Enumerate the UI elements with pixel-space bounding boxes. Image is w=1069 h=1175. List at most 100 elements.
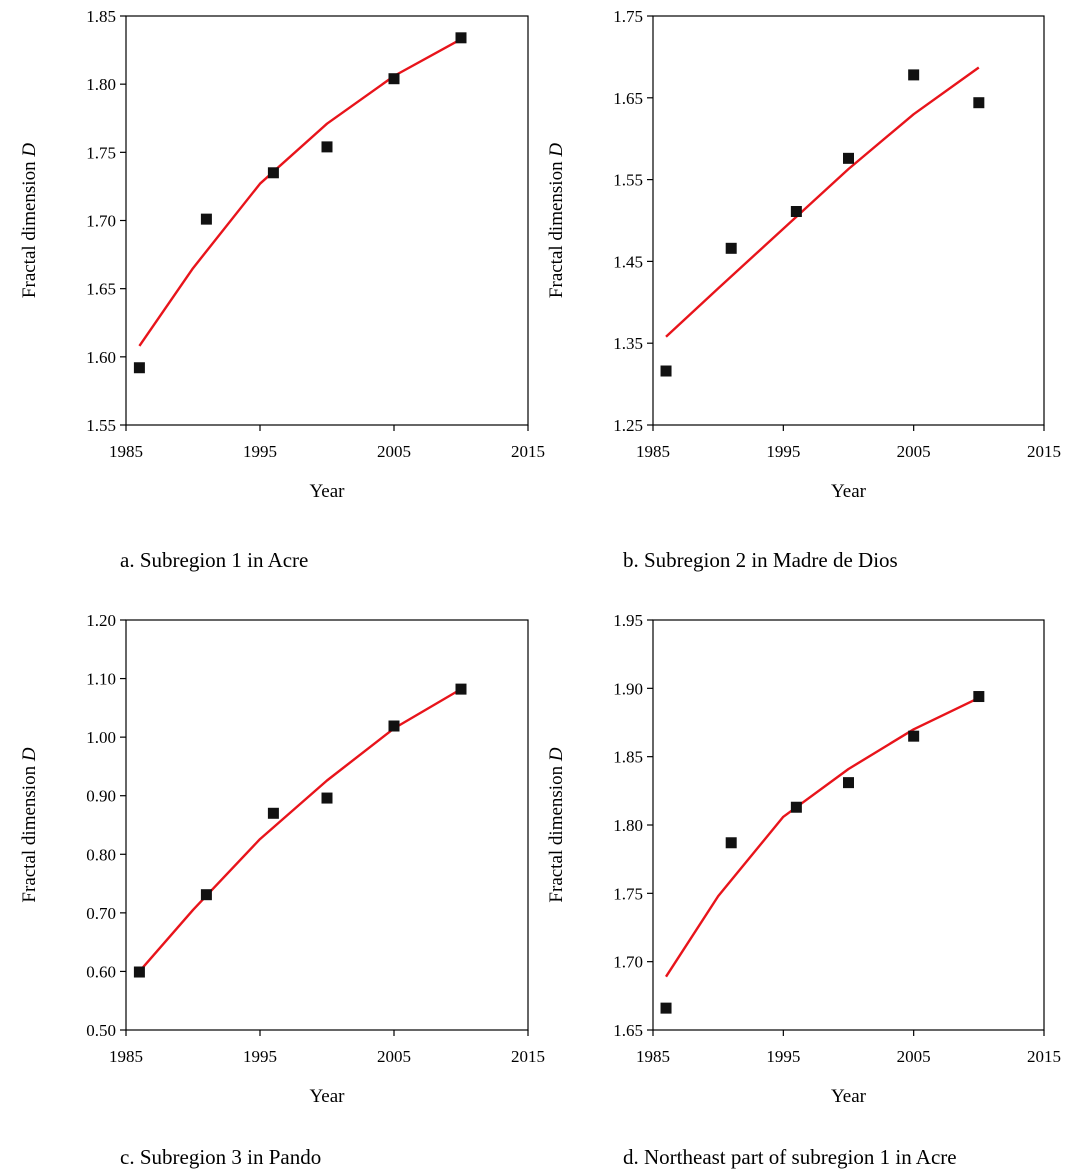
y-axis-label-text: Fractal dimension xyxy=(19,761,40,902)
chart-panel-1: 1.55 1.60 1.65 1.70 1.75 1.80 1.85 1985 1995 2005… xyxy=(19,7,545,572)
data-point xyxy=(455,32,467,44)
y-axis-label: Fractal dimension D xyxy=(546,143,567,298)
y-tick-label: 1.65 xyxy=(613,1021,643,1040)
x-tick-label: 2005 xyxy=(897,1047,931,1066)
data-point xyxy=(321,792,333,804)
y-tick-label: 1.95 xyxy=(613,611,643,630)
data-point xyxy=(388,73,400,85)
x-tick-label: 1995 xyxy=(243,1047,277,1066)
y-tick-label: 1.20 xyxy=(86,611,116,630)
y-axis-label-symbol: D xyxy=(546,143,567,158)
data-point xyxy=(200,213,212,225)
y-tick-label: 0.90 xyxy=(86,787,116,806)
y-tick-label: 0.60 xyxy=(86,962,116,981)
x-tick-label: 2015 xyxy=(1027,442,1061,461)
panel-caption: d. Northeast part of subregion 1 in Acre xyxy=(623,1145,957,1169)
fit-curve xyxy=(664,696,980,978)
y-tick-label: 1.10 xyxy=(86,670,116,689)
plot-frame xyxy=(652,619,1045,1031)
y-tick-label: 0.80 xyxy=(86,845,116,864)
data-point xyxy=(660,365,672,377)
y-tick-label: 1.90 xyxy=(613,679,643,698)
fit-curve xyxy=(138,688,462,973)
y-axis-label-symbol: D xyxy=(19,747,40,762)
plot-frame xyxy=(652,15,1045,426)
x-tick-label: 1995 xyxy=(766,442,800,461)
data-point xyxy=(725,837,737,849)
chart-panel-4: 1.65 1.70 1.75 1.80 1.85 1.90 1.95 1985 1995 2005… xyxy=(546,611,1061,1169)
y-tick-label: 1.80 xyxy=(613,816,643,835)
data-point xyxy=(843,777,854,789)
panel-caption: c. Subregion 3 in Pando xyxy=(120,1145,321,1169)
y-tick-label: 0.70 xyxy=(86,904,116,923)
fit-curve xyxy=(138,38,462,347)
y-axis-label-symbol: D xyxy=(19,143,40,158)
data-point xyxy=(267,167,279,179)
y-axis-label-text: Fractal dimension xyxy=(19,157,40,298)
y-tick-label: 1.25 xyxy=(613,416,643,435)
x-tick-label: 1995 xyxy=(766,1047,800,1066)
data-point xyxy=(908,730,920,742)
y-axis-label-symbol: D xyxy=(546,747,567,762)
x-tick-label: 2015 xyxy=(511,442,545,461)
panel-caption: a. Subregion 1 in Acre xyxy=(120,548,308,572)
data-point xyxy=(200,889,212,901)
chart-panel-2: 1.25 1.35 1.45 1.55 1.65 1.75 1985 1995 2005 2015… xyxy=(546,7,1061,572)
y-tick-label: 1.55 xyxy=(86,416,116,435)
data-point xyxy=(843,152,854,164)
y-tick-label: 1.80 xyxy=(86,75,116,94)
plot-frame xyxy=(125,619,529,1031)
x-tick-label: 2005 xyxy=(377,442,411,461)
data-point xyxy=(790,801,802,813)
y-tick-label: 1.45 xyxy=(613,252,643,271)
data-point xyxy=(133,362,145,374)
x-axis-label: Year xyxy=(309,481,345,502)
y-tick-label: 1.85 xyxy=(86,7,116,26)
data-point xyxy=(908,69,920,81)
y-tick-label: 1.70 xyxy=(86,212,116,231)
data-point xyxy=(973,691,985,703)
data-point xyxy=(133,966,145,978)
chart-panel-3: 0.50 0.60 0.70 0.80 0.90 1.00 1.10 1.20 1985 1995… xyxy=(19,611,545,1169)
y-tick-label: 1.60 xyxy=(86,348,116,367)
data-point xyxy=(321,141,333,153)
y-axis-label: Fractal dimension D xyxy=(19,143,40,298)
y-tick-label: 1.75 xyxy=(613,884,643,903)
data-point xyxy=(660,1002,672,1014)
x-axis-label: Year xyxy=(309,1086,345,1107)
x-tick-label: 1985 xyxy=(636,442,670,461)
y-axis-label: Fractal dimension D xyxy=(546,747,567,902)
data-point xyxy=(388,720,400,732)
y-tick-label: 1.35 xyxy=(613,334,643,353)
y-tick-label: 1.65 xyxy=(86,280,116,299)
y-tick-label: 1.75 xyxy=(86,143,116,162)
data-point xyxy=(725,242,737,254)
data-point xyxy=(973,97,985,109)
plot-frame xyxy=(125,15,529,426)
x-tick-label: 2005 xyxy=(377,1047,411,1066)
y-tick-label: 0.50 xyxy=(86,1021,116,1040)
y-tick-label: 1.55 xyxy=(613,171,643,190)
y-axis-label-text: Fractal dimension xyxy=(546,761,567,902)
x-tick-label: 2005 xyxy=(897,442,931,461)
data-point xyxy=(790,206,802,218)
x-tick-label: 2015 xyxy=(1027,1047,1061,1066)
x-axis-label: Year xyxy=(831,1086,867,1107)
y-tick-label: 1.85 xyxy=(613,748,643,767)
x-tick-label: 1985 xyxy=(636,1047,670,1066)
data-point xyxy=(267,807,279,819)
y-tick-label: 1.75 xyxy=(613,7,643,26)
y-tick-label: 1.65 xyxy=(613,89,643,108)
fit-curve xyxy=(665,66,980,338)
x-axis-label: Year xyxy=(831,481,867,502)
y-axis-label-text: Fractal dimension xyxy=(546,157,567,298)
x-tick-label: 1985 xyxy=(109,442,143,461)
panel-caption: b. Subregion 2 in Madre de Dios xyxy=(623,548,898,572)
y-tick-label: 1.00 xyxy=(86,728,116,747)
y-axis-label: Fractal dimension D xyxy=(19,747,40,902)
x-tick-label: 1995 xyxy=(243,442,277,461)
x-tick-label: 1985 xyxy=(109,1047,143,1066)
data-point xyxy=(455,683,467,695)
y-tick-label: 1.70 xyxy=(613,953,643,972)
